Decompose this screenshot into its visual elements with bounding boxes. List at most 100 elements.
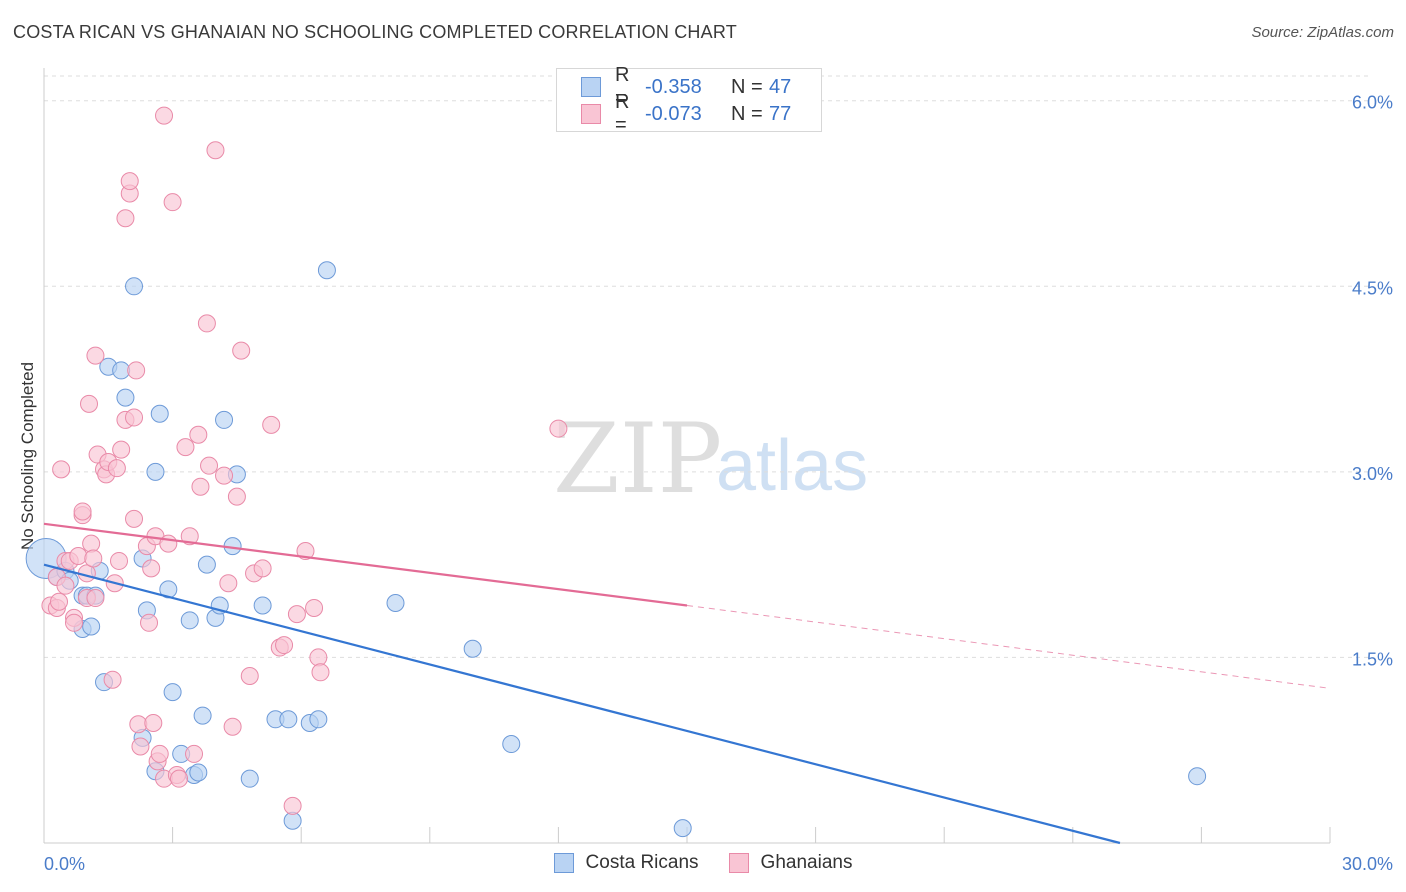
trendline-ghanaians-extension (686, 604, 1331, 689)
point-costa-rican (502, 735, 521, 754)
point-ghanaian (86, 346, 105, 365)
legend-r-label: R = (615, 64, 630, 109)
trendline-ghanaians (43, 522, 688, 607)
point-ghanaian (170, 769, 189, 788)
legend-row-costa-ricans: R = -0.358 N = 47 (581, 64, 792, 109)
point-costa-rican (150, 404, 169, 423)
point-ghanaian (163, 193, 182, 212)
point-ghanaian (191, 477, 210, 496)
point-ghanaian (155, 106, 174, 125)
point-costa-rican (189, 763, 208, 782)
point-ghanaian (80, 394, 99, 413)
point-costa-rican (317, 261, 336, 280)
series-legend-costa-ricans[interactable]: Costa Ricans (553, 852, 699, 874)
point-ghanaian (159, 534, 178, 553)
point-ghanaian (253, 559, 272, 578)
series-name: Ghanaians (760, 852, 853, 873)
point-costa-rican (112, 361, 131, 380)
point-ghanaian (65, 613, 84, 632)
point-ghanaian (275, 636, 294, 655)
point-ghanaian (131, 737, 150, 756)
point-ghanaian (197, 314, 216, 333)
watermark-zip: ZIP (553, 403, 722, 515)
point-ghanaian (86, 589, 105, 608)
legend-n-value: 77 (769, 102, 792, 125)
point-ghanaian (305, 598, 324, 617)
point-costa-rican (253, 596, 272, 615)
point-ghanaian (82, 534, 101, 553)
point-ghanaian (73, 502, 92, 521)
y-tick-label: 3.0% (1352, 464, 1393, 484)
point-ghanaian (311, 663, 330, 682)
point-ghanaian (549, 419, 568, 438)
series-name: Costa Ricans (585, 852, 699, 873)
legend-row-ghanaians: R = -0.073 N = 77 (581, 91, 792, 136)
legend-r-value: -0.358 (645, 75, 702, 98)
series-legend-ghanaians[interactable]: Ghanaians (728, 852, 853, 874)
point-ghanaian (185, 744, 204, 763)
point-costa-rican (1188, 767, 1207, 786)
point-ghanaian (227, 487, 246, 506)
point-ghanaian (200, 456, 219, 475)
series-legend: Costa Ricans Ghanaians (0, 852, 1406, 874)
legend-r-value: -0.073 (645, 102, 702, 125)
point-costa-rican (215, 410, 234, 429)
x-tick-label: 30.0% (1342, 854, 1393, 874)
point-costa-rican (309, 710, 328, 729)
legend-swatch-pink (728, 853, 749, 873)
point-ghanaian (215, 466, 234, 485)
point-ghanaian (219, 574, 238, 593)
point-ghanaian (116, 209, 135, 228)
point-ghanaian (56, 576, 75, 595)
point-ghanaian (127, 361, 146, 380)
point-ghanaian (262, 415, 281, 434)
point-ghanaian (50, 592, 69, 611)
point-costa-rican (463, 639, 482, 658)
point-ghanaian (84, 549, 103, 568)
correlation-legend: R = -0.358 N = 47 R = -0.073 N = 77 (556, 64, 822, 136)
point-ghanaian (107, 459, 126, 478)
point-ghanaian (180, 527, 199, 546)
legend-n-label: N = (731, 75, 763, 98)
point-ghanaian (240, 666, 259, 685)
point-ghanaian (296, 542, 315, 561)
point-costa-rican (279, 710, 298, 729)
point-ghanaian (52, 460, 71, 479)
point-ghanaian (176, 438, 195, 457)
y-tick-label: 4.5% (1352, 278, 1393, 298)
chart-title: COSTA RICAN VS GHANAIAN NO SCHOOLING COM… (13, 22, 737, 42)
legend-r-label: R = (615, 91, 630, 136)
point-costa-rican (193, 706, 212, 725)
point-ghanaian (112, 440, 131, 459)
point-ghanaian (144, 714, 163, 733)
point-ghanaian (223, 717, 242, 736)
y-tick-label: 6.0% (1352, 93, 1393, 113)
point-ghanaian (287, 605, 306, 624)
legend-n-label: N = (731, 102, 763, 125)
point-ghanaian (110, 551, 129, 570)
legend-n-value: 47 (769, 75, 792, 98)
point-ghanaian (103, 670, 122, 689)
point-costa-rican (125, 277, 144, 296)
point-ghanaian (140, 613, 159, 632)
point-costa-rican (240, 769, 259, 788)
legend-swatch-blue (581, 77, 601, 97)
x-tick-label: 0.0% (44, 854, 85, 874)
point-ghanaian (129, 715, 148, 734)
point-ghanaian (232, 341, 251, 360)
point-costa-rican (82, 617, 101, 636)
source-label: Source: ZipAtlas.com (1251, 24, 1394, 41)
point-costa-rican (180, 611, 199, 630)
watermark-atlas: atlas (716, 426, 868, 506)
point-ghanaian (283, 796, 302, 815)
point-ghanaian (69, 546, 88, 565)
point-ghanaian (125, 408, 144, 427)
point-costa-rican (146, 462, 165, 481)
trendline-costa-ricans (43, 563, 1121, 845)
point-costa-rican (197, 555, 216, 574)
point-ghanaian (120, 172, 139, 191)
point-ghanaian (206, 141, 225, 160)
y-tick-label: 1.5% (1352, 649, 1393, 669)
legend-swatch-pink (581, 104, 601, 124)
